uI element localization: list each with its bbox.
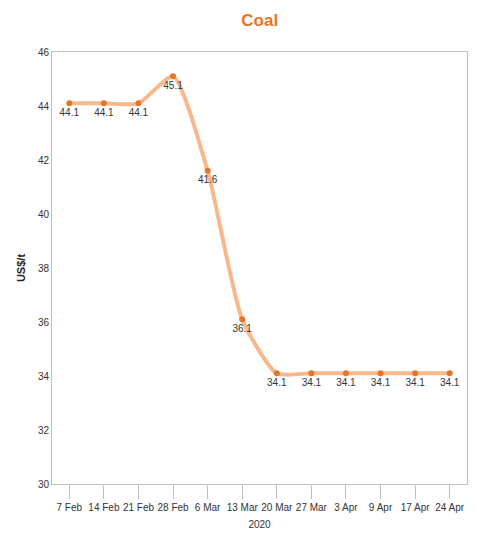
svg-text:38: 38 [38, 263, 50, 274]
svg-text:34.1: 34.1 [371, 377, 391, 388]
svg-text:17 Apr: 17 Apr [401, 502, 431, 513]
svg-text:44.1: 44.1 [60, 107, 80, 118]
svg-text:34.1: 34.1 [440, 377, 460, 388]
svg-text:2020: 2020 [248, 519, 271, 530]
svg-text:42: 42 [38, 155, 50, 166]
svg-text:24 Apr: 24 Apr [435, 502, 465, 513]
svg-text:44: 44 [38, 101, 50, 112]
svg-text:3 Apr: 3 Apr [334, 502, 358, 513]
svg-text:US$/t: US$/t [15, 254, 27, 282]
svg-text:46: 46 [38, 47, 50, 58]
svg-text:34.1: 34.1 [302, 377, 322, 388]
svg-text:44.1: 44.1 [129, 107, 149, 118]
svg-text:34: 34 [38, 371, 50, 382]
svg-text:20 Mar: 20 Mar [261, 502, 293, 513]
svg-text:44.1: 44.1 [94, 107, 114, 118]
svg-text:7 Feb: 7 Feb [57, 502, 83, 513]
svg-text:14 Feb: 14 Feb [88, 502, 120, 513]
svg-text:36.1: 36.1 [232, 323, 252, 334]
svg-text:6 Mar: 6 Mar [195, 502, 221, 513]
svg-text:36: 36 [38, 317, 50, 328]
svg-text:13 Mar: 13 Mar [227, 502, 259, 513]
svg-text:21 Feb: 21 Feb [123, 502, 155, 513]
svg-text:27 Mar: 27 Mar [296, 502, 328, 513]
svg-text:34.1: 34.1 [267, 377, 287, 388]
svg-text:28 Feb: 28 Feb [157, 502, 189, 513]
svg-text:Coal: Coal [241, 11, 278, 30]
svg-text:40: 40 [38, 209, 50, 220]
svg-text:9 Apr: 9 Apr [369, 502, 393, 513]
svg-text:34.1: 34.1 [405, 377, 425, 388]
svg-text:41.6: 41.6 [198, 174, 218, 185]
svg-text:34.1: 34.1 [336, 377, 356, 388]
svg-text:30: 30 [38, 479, 50, 490]
svg-text:32: 32 [38, 425, 50, 436]
svg-text:45.1: 45.1 [163, 80, 183, 91]
